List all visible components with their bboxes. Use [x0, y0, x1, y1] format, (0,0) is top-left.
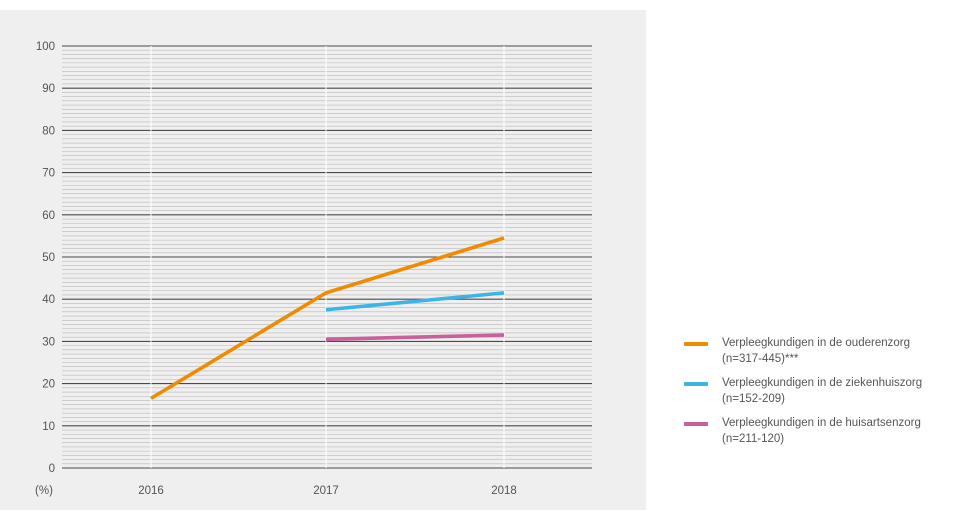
- y-tick-label: 100: [36, 41, 55, 53]
- y-tick-label: 60: [42, 210, 55, 222]
- series-lines: [150, 236, 505, 400]
- y-tick-label: 70: [42, 168, 55, 180]
- legend-label: Verpleegkundigen in de ouderenzorg: [722, 337, 910, 349]
- series-line-2: [325, 333, 505, 342]
- x-tick-label: 2018: [491, 485, 517, 497]
- legend-label: Verpleegkundigen in de huisartsenzorg: [722, 417, 921, 429]
- legend-item-ouderenzorg: Verpleegkundigen in de ouderenzorg (n=31…: [680, 335, 975, 367]
- series-line-1: [325, 291, 505, 312]
- y-tick-label: 40: [42, 294, 55, 306]
- legend-swatch-ouderenzorg: [684, 342, 708, 346]
- x-tick-label: 2017: [313, 485, 339, 497]
- legend-swatch-ziekenhuiszorg: [684, 382, 708, 386]
- chart-panel: [0, 10, 646, 510]
- y-axis-tick-labels: 0 10 20 30 40 50 60 70 80 90 100 (%): [35, 41, 55, 497]
- y-tick-label: 20: [42, 379, 55, 391]
- x-tick-label: 2016: [138, 485, 164, 497]
- y-tick-label: 50: [42, 252, 55, 264]
- y-tick-label: 80: [42, 125, 55, 137]
- x-axis-tick-labels: 2016 2017 2018: [138, 485, 517, 497]
- legend-sample-size: (n=152-209): [722, 393, 785, 405]
- y-tick-label: 90: [42, 83, 55, 95]
- legend: Verpleegkundigen in de ouderenzorg (n=31…: [680, 335, 975, 455]
- legend-label: Verpleegkundigen in de ziekenhuiszorg: [722, 377, 923, 389]
- legend-sample-size: (n=211-120): [722, 433, 785, 445]
- legend-item-ziekenhuiszorg: Verpleegkundigen in de ziekenhuiszorg (n…: [680, 375, 975, 407]
- y-tick-label: 0: [49, 463, 55, 475]
- y-tick-label: 30: [42, 336, 55, 348]
- legend-sample-size: (n=317-445)***: [722, 353, 799, 365]
- y-unit-label: (%): [35, 485, 53, 497]
- y-tick-label: 10: [42, 421, 55, 433]
- legend-item-huisartsenzorg: Verpleegkundigen in de huisartsenzorg (n…: [680, 415, 975, 447]
- legend-swatch-huisartsenzorg: [684, 422, 708, 426]
- series-line-0: [150, 236, 505, 400]
